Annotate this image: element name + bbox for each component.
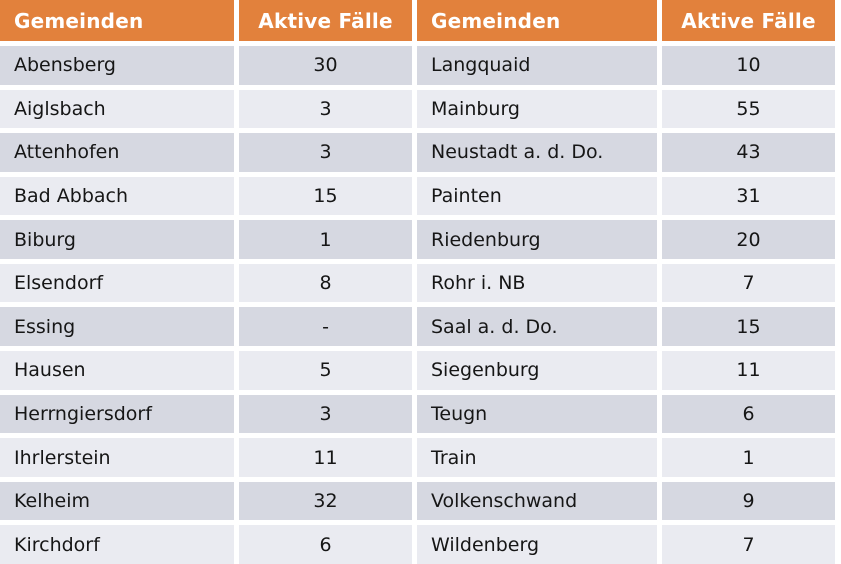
faelle-cell: 5 — [239, 351, 412, 390]
gemeinde-cell: Aiglsbach — [0, 89, 234, 129]
faelle-cell: 10 — [662, 46, 835, 85]
faelle-cell: 3 — [239, 89, 412, 129]
gemeinde-cell: Essing — [0, 307, 234, 347]
gemeinde-cell: Neustadt a. d. Do. — [417, 133, 657, 172]
column-header-gemeinden-left: Gemeinden — [0, 0, 234, 41]
gemeinde-cell: Herrngiersdorf — [0, 394, 234, 434]
gemeinde-cell: Siegenburg — [417, 351, 657, 390]
gemeinde-cell: Biburg — [0, 220, 234, 259]
faelle-cell: 7 — [662, 525, 835, 564]
faelle-cell: 11 — [662, 351, 835, 390]
gemeinde-cell: Attenhofen — [0, 133, 234, 172]
column-header-gemeinden-right: Gemeinden — [417, 0, 657, 41]
gemeinde-cell: Kelheim — [0, 481, 234, 521]
gemeinde-cell: Saal a. d. Do. — [417, 307, 657, 347]
gemeinde-cell: Wildenberg — [417, 525, 657, 564]
gemeinde-cell: Riedenburg — [417, 220, 657, 259]
gemeinde-cell: Elsendorf — [0, 263, 234, 303]
faelle-cell: 31 — [662, 176, 835, 216]
faelle-cell: 7 — [662, 263, 835, 303]
faelle-cell: 20 — [662, 220, 835, 259]
gemeinde-cell: Bad Abbach — [0, 176, 234, 216]
gemeinde-cell: Rohr i. NB — [417, 263, 657, 303]
faelle-cell: 6 — [662, 394, 835, 434]
gemeinde-cell: Volkenschwand — [417, 481, 657, 521]
faelle-cell: 3 — [239, 133, 412, 172]
gemeinde-cell: Kirchdorf — [0, 525, 234, 564]
column-header-aktive-faelle-left: Aktive Fälle — [239, 0, 412, 41]
gemeinde-cell: Langquaid — [417, 46, 657, 85]
faelle-cell: - — [239, 307, 412, 347]
faelle-cell: 15 — [662, 307, 835, 347]
faelle-cell: 55 — [662, 89, 835, 129]
faelle-cell: 1 — [662, 438, 835, 477]
faelle-cell: 11 — [239, 438, 412, 477]
faelle-cell: 32 — [239, 481, 412, 521]
gemeinde-cell: Painten — [417, 176, 657, 216]
faelle-cell: 8 — [239, 263, 412, 303]
faelle-cell: 3 — [239, 394, 412, 434]
faelle-cell: 43 — [662, 133, 835, 172]
faelle-cell: 1 — [239, 220, 412, 259]
column-header-aktive-faelle-right: Aktive Fälle — [662, 0, 835, 41]
gemeinde-cell: Teugn — [417, 394, 657, 434]
gemeinde-cell: Train — [417, 438, 657, 477]
gemeinde-cell: Abensberg — [0, 46, 234, 85]
faelle-cell: 6 — [239, 525, 412, 564]
gemeinde-cell: Hausen — [0, 351, 234, 390]
gemeinde-cell: Mainburg — [417, 89, 657, 129]
gemeinde-cell: Ihrlerstein — [0, 438, 234, 477]
faelle-cell: 15 — [239, 176, 412, 216]
faelle-cell: 9 — [662, 481, 835, 521]
faelle-cell: 30 — [239, 46, 412, 85]
